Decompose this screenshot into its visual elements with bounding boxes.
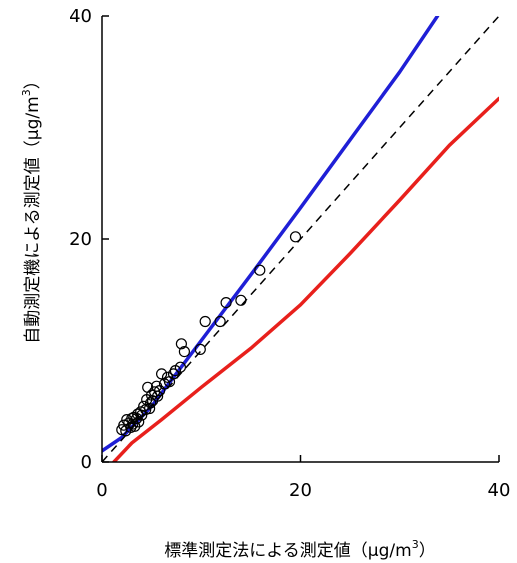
x-axis-unit-post: ） (419, 541, 436, 561)
data-point (254, 264, 266, 276)
y-axis-title: 自動測定機による測定値（μg/m3） (20, 72, 43, 343)
data-point (127, 418, 139, 430)
y-axis-unit-pre: （μg/m (23, 96, 43, 157)
data-point (199, 315, 211, 328)
data-point (144, 402, 156, 415)
x-axis-title-text: 標準測定法による測定値 (164, 541, 351, 561)
data-point (118, 419, 130, 431)
plot-area (102, 16, 499, 462)
y-axis-title-text: 自動測定機による測定値 (23, 157, 43, 344)
data-point (194, 343, 206, 355)
data-point (152, 390, 164, 402)
tick-labels: 0 20 40 0 20 40 (69, 6, 510, 501)
y-axis-unit-post: ） (23, 72, 43, 89)
data-point (174, 361, 186, 373)
y-tick-label: 40 (69, 6, 92, 27)
y-axis-unit-sup: 3 (20, 89, 33, 96)
x-axis-unit-pre: （μg/m (351, 541, 412, 561)
data-point (220, 297, 232, 309)
data-point (175, 338, 187, 350)
data-point (178, 346, 190, 358)
data-point (158, 378, 171, 390)
data-point (214, 315, 226, 328)
x-axis-unit-sup: 3 (412, 538, 419, 551)
data-point (156, 368, 168, 380)
data-point (145, 397, 157, 409)
x-tick-label: 0 (96, 480, 107, 501)
axes (101, 15, 500, 463)
x-tick-label: 20 (289, 480, 312, 501)
x-tick-label: 40 (488, 480, 511, 501)
data-point (235, 294, 247, 306)
y-tick-label: 20 (69, 229, 92, 250)
x-axis-title: 標準測定法による測定値（μg/m3） (164, 538, 435, 561)
y-tick-label: 0 (81, 452, 92, 473)
data-point (136, 409, 148, 421)
series-line-2 (112, 96, 499, 462)
data-point (289, 231, 302, 243)
